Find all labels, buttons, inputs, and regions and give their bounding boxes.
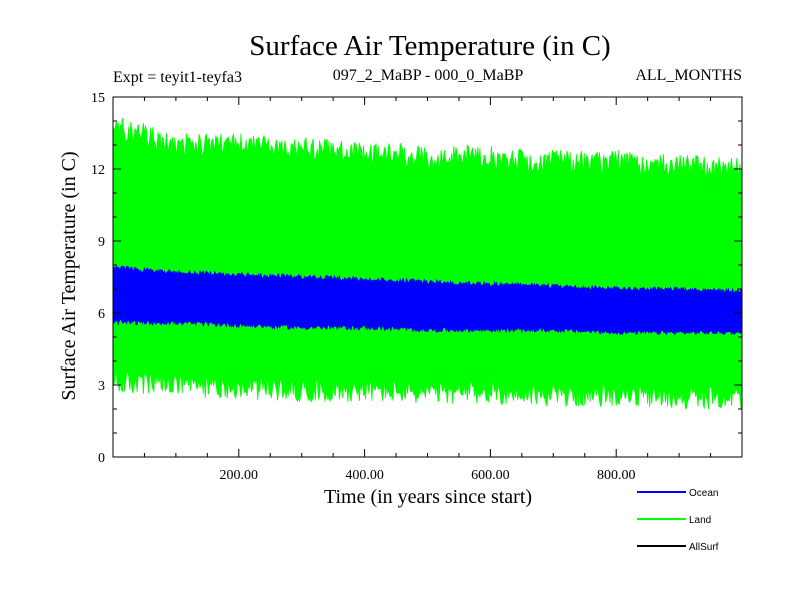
legend-label-allsurf: AllSurf: [689, 542, 719, 553]
plot-area: [112, 117, 743, 410]
y-tick-label: 3: [98, 379, 105, 394]
x-tick-label: 800.00: [597, 468, 636, 483]
chart-subtitle-center: 097_2_MaBP - 000_0_MaBP: [333, 67, 524, 84]
legend-label-land: Land: [689, 515, 711, 526]
x-tick-label: 200.00: [220, 468, 259, 483]
y-tick-label: 12: [91, 163, 105, 178]
axes: 0 3 6 9 12 15 200.00 400.00 600.00 800.00: [91, 91, 743, 483]
y-tick-label: 0: [98, 451, 105, 466]
x-tick-label: 400.00: [345, 468, 384, 483]
x-tick-label: 600.00: [471, 468, 510, 483]
x-axis-label: Time (in years since start): [324, 486, 532, 508]
y-tick-label: 6: [98, 307, 105, 322]
legend-label-ocean: Ocean: [689, 488, 718, 499]
y-tick-label: 9: [98, 235, 105, 250]
y-tick-label: 15: [91, 91, 105, 106]
chart-title: Surface Air Temperature (in C): [249, 30, 610, 62]
legend: Ocean Land AllSurf: [637, 488, 719, 553]
chart-subtitle-right: ALL_MONTHS: [635, 67, 742, 84]
y-axis-label: Surface Air Temperature (in C): [58, 151, 80, 400]
chart-subtitle-left: Expt = teyit1-teyfa3: [113, 69, 242, 86]
series-land-band: [112, 117, 743, 410]
